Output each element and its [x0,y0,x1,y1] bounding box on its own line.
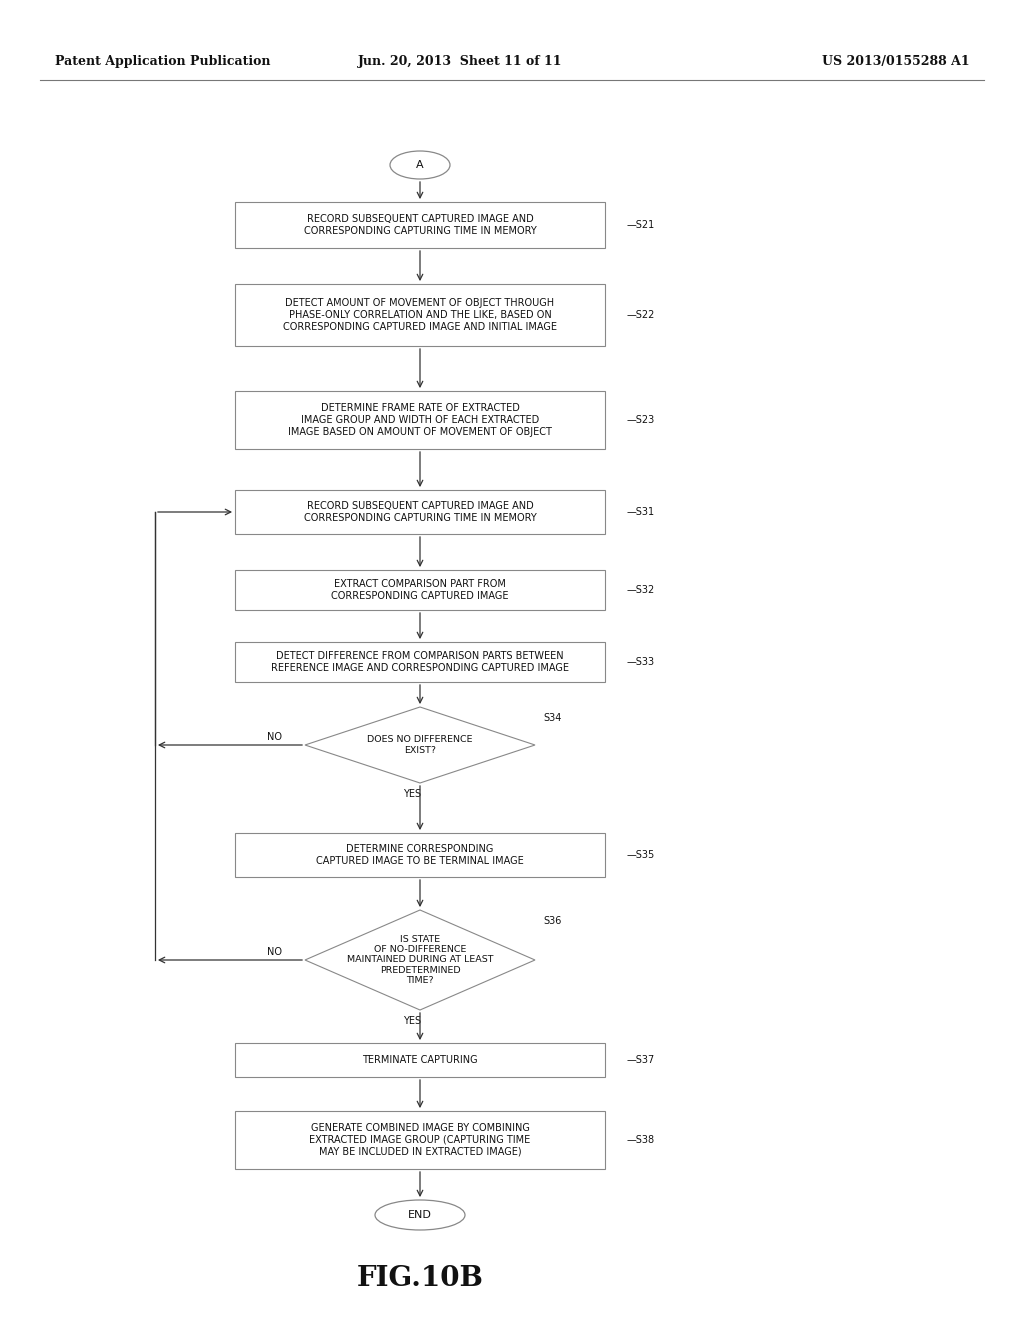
FancyBboxPatch shape [234,570,605,610]
FancyBboxPatch shape [234,1043,605,1077]
Text: US 2013/0155288 A1: US 2013/0155288 A1 [822,55,970,69]
Text: —S23: —S23 [627,414,655,425]
Text: IS STATE
OF NO-DIFFERENCE
MAINTAINED DURING AT LEAST
PREDETERMINED
TIME?: IS STATE OF NO-DIFFERENCE MAINTAINED DUR… [347,935,494,985]
Text: FIG.10B: FIG.10B [356,1265,483,1291]
Text: A: A [416,160,424,170]
Text: DETERMINE FRAME RATE OF EXTRACTED
IMAGE GROUP AND WIDTH OF EACH EXTRACTED
IMAGE : DETERMINE FRAME RATE OF EXTRACTED IMAGE … [288,404,552,437]
Text: —S38: —S38 [627,1135,655,1144]
FancyBboxPatch shape [234,202,605,248]
Text: DETECT DIFFERENCE FROM COMPARISON PARTS BETWEEN
REFERENCE IMAGE AND CORRESPONDIN: DETECT DIFFERENCE FROM COMPARISON PARTS … [271,651,569,673]
Text: Patent Application Publication: Patent Application Publication [55,55,270,69]
Text: EXTRACT COMPARISON PART FROM
CORRESPONDING CAPTURED IMAGE: EXTRACT COMPARISON PART FROM CORRESPONDI… [331,579,509,601]
FancyBboxPatch shape [234,391,605,449]
FancyBboxPatch shape [234,490,605,535]
Text: —S22: —S22 [627,310,655,319]
Text: END: END [408,1210,432,1220]
Polygon shape [305,909,535,1010]
Text: NO: NO [267,733,283,742]
Text: TERMINATE CAPTURING: TERMINATE CAPTURING [362,1055,478,1065]
Text: —S37: —S37 [627,1055,655,1065]
Text: DETECT AMOUNT OF MOVEMENT OF OBJECT THROUGH
PHASE-ONLY CORRELATION AND THE LIKE,: DETECT AMOUNT OF MOVEMENT OF OBJECT THRO… [283,298,557,331]
Text: YES: YES [402,789,421,799]
Ellipse shape [390,150,450,180]
Text: DOES NO DIFFERENCE
EXIST?: DOES NO DIFFERENCE EXIST? [368,735,473,755]
Text: Jun. 20, 2013  Sheet 11 of 11: Jun. 20, 2013 Sheet 11 of 11 [358,55,562,69]
FancyBboxPatch shape [234,1111,605,1170]
Text: NO: NO [267,946,283,957]
Polygon shape [305,708,535,783]
Text: —S31: —S31 [627,507,655,517]
FancyBboxPatch shape [234,833,605,876]
Text: S34: S34 [543,713,561,723]
Ellipse shape [375,1200,465,1230]
Text: —S35: —S35 [627,850,655,861]
Text: YES: YES [402,1016,421,1026]
Text: S36: S36 [543,916,561,927]
Text: RECORD SUBSEQUENT CAPTURED IMAGE AND
CORRESPONDING CAPTURING TIME IN MEMORY: RECORD SUBSEQUENT CAPTURED IMAGE AND COR… [304,502,537,523]
Text: RECORD SUBSEQUENT CAPTURED IMAGE AND
CORRESPONDING CAPTURING TIME IN MEMORY: RECORD SUBSEQUENT CAPTURED IMAGE AND COR… [304,214,537,236]
Text: DETERMINE CORRESPONDING
CAPTURED IMAGE TO BE TERMINAL IMAGE: DETERMINE CORRESPONDING CAPTURED IMAGE T… [316,845,524,866]
Text: —S33: —S33 [627,657,655,667]
Text: —S21: —S21 [627,220,655,230]
Text: GENERATE COMBINED IMAGE BY COMBINING
EXTRACTED IMAGE GROUP (CAPTURING TIME
MAY B: GENERATE COMBINED IMAGE BY COMBINING EXT… [309,1123,530,1156]
FancyBboxPatch shape [234,642,605,682]
FancyBboxPatch shape [234,284,605,346]
Text: —S32: —S32 [627,585,655,595]
